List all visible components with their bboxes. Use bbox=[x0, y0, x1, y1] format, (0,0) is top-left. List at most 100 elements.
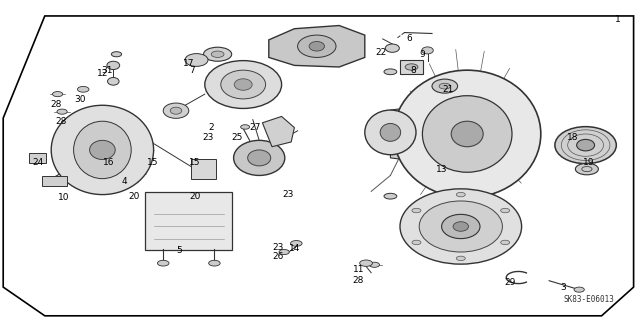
Text: 17: 17 bbox=[183, 59, 195, 68]
Text: 19: 19 bbox=[583, 158, 595, 167]
Ellipse shape bbox=[500, 208, 509, 213]
Ellipse shape bbox=[394, 70, 541, 198]
Ellipse shape bbox=[405, 64, 418, 70]
Polygon shape bbox=[390, 108, 403, 160]
Ellipse shape bbox=[204, 47, 232, 61]
Ellipse shape bbox=[574, 287, 584, 292]
Ellipse shape bbox=[90, 140, 115, 160]
Text: 11: 11 bbox=[353, 265, 364, 274]
Text: 13: 13 bbox=[436, 165, 447, 174]
Text: 21: 21 bbox=[442, 85, 454, 94]
Text: 23: 23 bbox=[282, 190, 294, 199]
Text: 23: 23 bbox=[202, 133, 214, 142]
Text: 31: 31 bbox=[101, 66, 113, 75]
Ellipse shape bbox=[241, 125, 250, 129]
Text: 2: 2 bbox=[209, 123, 214, 132]
Ellipse shape bbox=[412, 208, 421, 213]
Ellipse shape bbox=[500, 240, 509, 245]
Text: 9: 9 bbox=[420, 50, 425, 59]
Ellipse shape bbox=[365, 110, 416, 155]
Text: 29: 29 bbox=[504, 278, 516, 287]
Ellipse shape bbox=[422, 47, 433, 54]
Text: 3: 3 bbox=[561, 283, 566, 292]
Text: 1: 1 bbox=[615, 15, 620, 24]
Ellipse shape bbox=[385, 44, 399, 52]
Text: 15: 15 bbox=[189, 158, 201, 167]
Ellipse shape bbox=[456, 192, 465, 197]
Text: 14: 14 bbox=[289, 244, 300, 253]
Ellipse shape bbox=[248, 150, 271, 166]
Text: 15: 15 bbox=[147, 158, 158, 167]
Text: 8: 8 bbox=[410, 66, 415, 75]
Ellipse shape bbox=[234, 140, 285, 175]
Ellipse shape bbox=[422, 96, 512, 172]
Ellipse shape bbox=[577, 139, 595, 151]
Text: 4: 4 bbox=[122, 177, 127, 186]
Ellipse shape bbox=[170, 107, 182, 114]
Ellipse shape bbox=[453, 222, 468, 231]
Ellipse shape bbox=[291, 241, 302, 246]
Ellipse shape bbox=[369, 262, 380, 267]
Text: 20: 20 bbox=[129, 192, 140, 201]
Ellipse shape bbox=[211, 51, 224, 57]
Text: 26: 26 bbox=[273, 252, 284, 261]
Ellipse shape bbox=[205, 61, 282, 108]
Text: 24: 24 bbox=[33, 158, 44, 167]
FancyBboxPatch shape bbox=[400, 60, 423, 74]
Ellipse shape bbox=[107, 61, 120, 70]
Ellipse shape bbox=[419, 201, 502, 252]
Ellipse shape bbox=[575, 163, 598, 175]
Text: 28: 28 bbox=[55, 117, 67, 126]
Ellipse shape bbox=[77, 86, 89, 92]
Polygon shape bbox=[262, 116, 294, 147]
Ellipse shape bbox=[74, 121, 131, 179]
Text: 30: 30 bbox=[74, 95, 86, 104]
Polygon shape bbox=[269, 26, 365, 67]
Ellipse shape bbox=[555, 127, 616, 164]
Text: 18: 18 bbox=[567, 133, 579, 142]
Ellipse shape bbox=[234, 79, 252, 90]
Text: 27: 27 bbox=[249, 123, 260, 132]
Ellipse shape bbox=[111, 52, 122, 57]
Text: 28: 28 bbox=[51, 100, 62, 109]
Text: 7: 7 bbox=[189, 66, 195, 75]
Ellipse shape bbox=[52, 92, 63, 97]
Ellipse shape bbox=[439, 83, 451, 89]
Text: 23: 23 bbox=[273, 243, 284, 252]
FancyBboxPatch shape bbox=[42, 176, 67, 186]
Ellipse shape bbox=[309, 41, 324, 51]
Ellipse shape bbox=[384, 69, 397, 75]
Text: SK83-E06013: SK83-E06013 bbox=[564, 295, 614, 304]
Ellipse shape bbox=[163, 103, 189, 118]
FancyBboxPatch shape bbox=[145, 192, 232, 250]
Ellipse shape bbox=[360, 260, 372, 266]
Ellipse shape bbox=[279, 249, 289, 255]
Ellipse shape bbox=[456, 256, 465, 261]
Text: 16: 16 bbox=[103, 158, 115, 167]
Text: 12: 12 bbox=[97, 69, 108, 78]
Ellipse shape bbox=[412, 240, 421, 245]
Text: 5: 5 bbox=[177, 246, 182, 255]
Ellipse shape bbox=[209, 260, 220, 266]
Ellipse shape bbox=[380, 123, 401, 141]
FancyBboxPatch shape bbox=[29, 153, 46, 163]
Ellipse shape bbox=[221, 70, 266, 99]
Text: 6: 6 bbox=[407, 34, 412, 43]
FancyBboxPatch shape bbox=[191, 159, 216, 179]
Ellipse shape bbox=[51, 105, 154, 195]
Ellipse shape bbox=[442, 214, 480, 239]
Ellipse shape bbox=[432, 79, 458, 93]
Ellipse shape bbox=[298, 35, 336, 57]
Ellipse shape bbox=[384, 193, 397, 199]
Ellipse shape bbox=[451, 121, 483, 147]
Text: 22: 22 bbox=[376, 48, 387, 57]
Text: 28: 28 bbox=[353, 276, 364, 285]
Ellipse shape bbox=[185, 54, 208, 66]
Text: 20: 20 bbox=[189, 192, 201, 201]
Ellipse shape bbox=[108, 78, 119, 85]
Text: 10: 10 bbox=[58, 193, 70, 202]
Text: 25: 25 bbox=[231, 133, 243, 142]
Ellipse shape bbox=[157, 260, 169, 266]
Ellipse shape bbox=[57, 109, 67, 114]
Ellipse shape bbox=[400, 189, 522, 264]
